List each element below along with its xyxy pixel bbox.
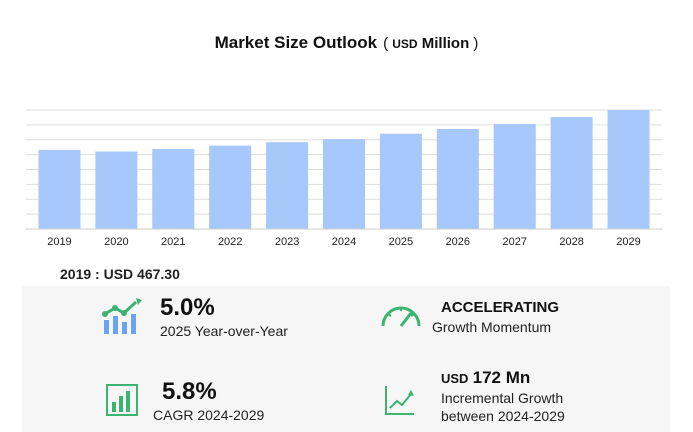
yoy-label: 2025 Year-over-Year xyxy=(160,323,288,339)
x-tick-label: 2027 xyxy=(502,236,526,248)
title-main: Market Size Outlook xyxy=(214,33,378,52)
bar-2025 xyxy=(379,133,422,229)
yoy-value: 5.0% xyxy=(160,294,215,321)
x-tick-label: 2028 xyxy=(559,236,583,248)
incremental-label-2: between 2024-2029 xyxy=(441,408,565,424)
bar-chart-icon xyxy=(106,384,138,416)
x-tick-label: 2024 xyxy=(332,236,356,248)
x-tick-label: 2029 xyxy=(616,236,640,248)
trend-up-icon xyxy=(385,386,414,415)
bar-2022 xyxy=(209,145,252,229)
speedometer-icon xyxy=(381,306,421,327)
x-tick-label: 2022 xyxy=(218,236,242,248)
cagr-value: 5.8% xyxy=(162,378,217,405)
x-tick-label: 2020 xyxy=(104,236,128,248)
bar-2026 xyxy=(436,128,479,229)
momentum-label: Growth Momentum xyxy=(432,319,552,335)
yoy-kpi: 5.0% 2025 Year-over-Year xyxy=(160,294,288,340)
momentum-title: ACCELERATING xyxy=(441,299,560,316)
x-tick-label: 2023 xyxy=(275,236,299,248)
bar-2021 xyxy=(152,148,195,229)
incremental-kpi: USD 172 Mn Incremental Growth between 20… xyxy=(441,368,565,425)
x-tick-label: 2021 xyxy=(161,236,185,248)
cagr-kpi: 5.8% CAGR 2024-2029 xyxy=(153,378,264,424)
bar-2029 xyxy=(607,110,650,229)
bar-2028 xyxy=(550,117,593,229)
incremental-value: USD 172 Mn xyxy=(441,368,531,387)
bar-chart: 2019 2020 2021 2022 2023 2024 2025 2026 2027 2028… xyxy=(26,109,662,248)
incremental-label-1: Incremental Growth xyxy=(441,390,564,406)
x-tick-label: 2026 xyxy=(446,236,470,248)
bar-2020 xyxy=(95,151,138,229)
chart-title: Market Size Outlook ( USD Million ) xyxy=(0,33,693,53)
growth-chart-icon xyxy=(102,298,142,334)
title-unit: ( USD Million ) xyxy=(383,35,479,52)
x-tick-label: 2025 xyxy=(389,236,413,248)
bar-2023 xyxy=(266,142,309,229)
bar-2024 xyxy=(323,139,365,229)
momentum-kpi: ACCELERATING Growth Momentum xyxy=(432,298,559,336)
cagr-label: CAGR 2024-2029 xyxy=(153,407,265,423)
bar-2027 xyxy=(493,123,536,229)
base-year-value: 2019 : USD 467.30 xyxy=(0,263,204,285)
bar-2019 xyxy=(38,149,81,229)
kpi-panel: 5.0% 2025 Year-over-Year 5.8% CAGR 2024-… xyxy=(22,286,670,432)
x-tick-label: 2019 xyxy=(47,236,71,248)
